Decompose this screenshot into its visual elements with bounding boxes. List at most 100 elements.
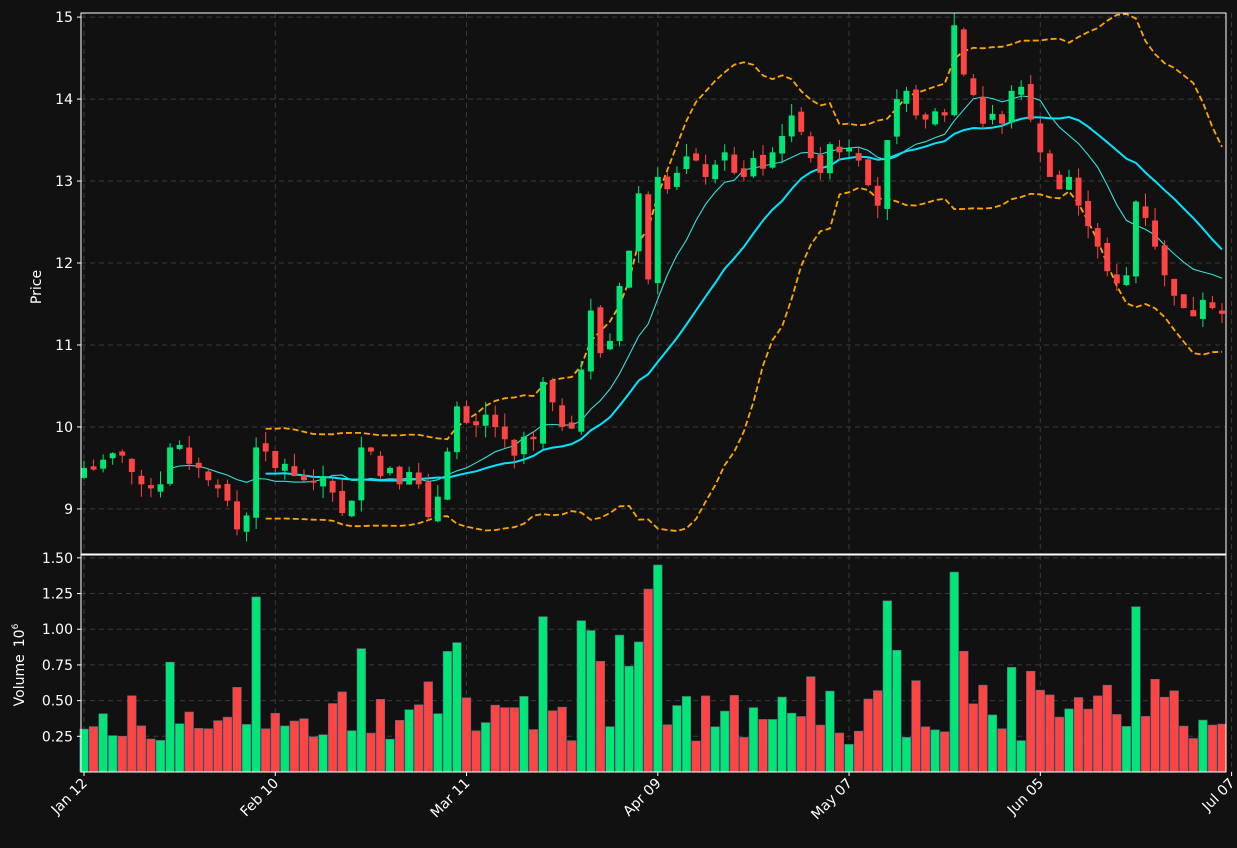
volume-bar (1083, 708, 1093, 773)
candle-body (846, 148, 853, 152)
candle-body (626, 250, 633, 288)
volume-bar (452, 642, 462, 773)
volume-bar (414, 704, 424, 773)
candle-body (530, 436, 537, 440)
volume-bar (155, 740, 166, 773)
volume-bar (930, 729, 940, 773)
volume-bar (968, 703, 978, 773)
volume-bar (1073, 697, 1084, 773)
candle-body (817, 154, 824, 173)
volume-axis-label: Volume 106 (11, 623, 28, 706)
volume-axis-unit-base: 10 (12, 629, 28, 647)
volume-bar (729, 695, 739, 773)
candle-body (740, 168, 747, 177)
candle-body (587, 310, 594, 372)
volume-bar (356, 648, 366, 773)
candle-body (788, 115, 795, 137)
volume-bar (375, 699, 386, 773)
candle-body (635, 193, 642, 252)
volume-bar (442, 651, 452, 773)
volume-bar (911, 680, 921, 773)
candle-body (377, 455, 384, 477)
candle-body (272, 451, 279, 468)
volume-bar (739, 737, 749, 773)
volume-bar (232, 687, 242, 773)
candle-body (167, 447, 174, 484)
volume-bar (777, 696, 787, 773)
panel-frames (80, 12, 1227, 773)
candle-body (434, 496, 441, 522)
volume-bar (547, 710, 558, 773)
candle-body (578, 369, 585, 432)
volume-bar (624, 665, 634, 773)
candle-body (243, 515, 250, 532)
volume-bar (653, 564, 663, 773)
candle-body (932, 111, 939, 125)
volume-bar (987, 714, 998, 773)
candle-body (387, 467, 393, 474)
volume-bar (1150, 678, 1160, 773)
volume-bar (806, 676, 816, 773)
volume-bar (175, 723, 185, 773)
candle-body (779, 135, 786, 154)
candle-body (1046, 153, 1053, 177)
volume-bar (433, 713, 443, 773)
volume-bar (165, 661, 175, 773)
candle-body (731, 154, 738, 173)
candle-body (1008, 90, 1015, 123)
candle-body (673, 172, 680, 187)
ma-slow-line (265, 115, 1223, 482)
ma-fast-line (169, 95, 1223, 483)
candle-body (893, 99, 900, 137)
candle-body (482, 414, 489, 426)
candle-body (559, 405, 566, 427)
volume-bar (576, 620, 586, 773)
candle-body (941, 112, 948, 116)
volume-bar (1112, 714, 1122, 773)
volume-bar (490, 704, 500, 773)
volume-bar (146, 738, 156, 773)
volume-bar (1093, 695, 1103, 773)
candle-body (396, 466, 403, 485)
candle-body (128, 458, 135, 473)
volume-bar (1016, 740, 1026, 773)
volume-bar (481, 722, 491, 773)
candle-body (540, 381, 546, 444)
candle-body (1075, 177, 1082, 206)
price-tick-label: 9 (64, 502, 73, 518)
candle-body (1027, 84, 1034, 120)
candle-body (836, 146, 843, 153)
volume-bar (366, 732, 376, 773)
candle-body (253, 447, 260, 518)
moving-averages (169, 95, 1223, 483)
candle-body (1123, 275, 1130, 286)
candle-body (186, 447, 193, 464)
volume-bar (595, 660, 606, 773)
price-tick-label: 11 (55, 338, 73, 354)
volume-bar (519, 696, 529, 773)
candle-body (520, 436, 527, 455)
volume-bar (1217, 723, 1227, 773)
candle-body (664, 176, 671, 190)
volume-bar (710, 726, 720, 773)
candles-layer (81, 12, 1225, 542)
volume-bar (700, 695, 711, 773)
volume-bar (863, 698, 873, 773)
candle-body (807, 136, 814, 159)
candle-body (826, 144, 833, 174)
volume-bar (538, 616, 548, 773)
candle-body (176, 444, 183, 449)
candle-body (501, 426, 508, 440)
volume-bar (528, 729, 539, 773)
volume-bar (720, 710, 730, 773)
volume-bar (758, 719, 768, 773)
candle-body (750, 158, 757, 177)
candle-body (205, 471, 212, 481)
volume-bar (748, 707, 759, 773)
volume-bar (194, 728, 204, 773)
candle-body (90, 466, 97, 470)
candle-body (81, 467, 87, 478)
volume-bar (643, 588, 653, 773)
